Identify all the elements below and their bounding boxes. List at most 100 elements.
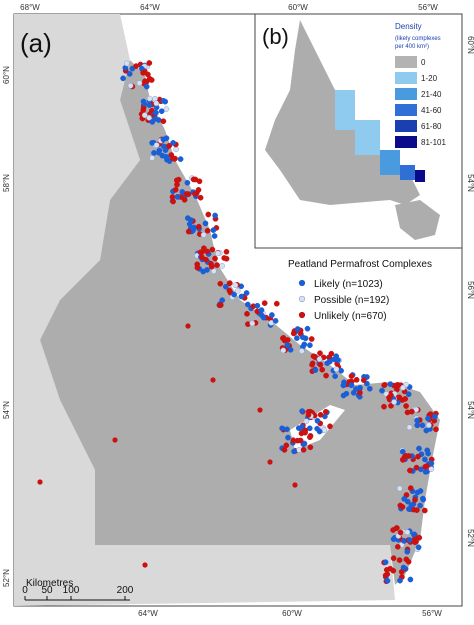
inset-right-coord: 60°N: [466, 36, 474, 54]
site-dot: [160, 143, 167, 150]
inset-density-cells: [335, 90, 425, 182]
left-coord: 52°N: [2, 569, 11, 587]
legend: Peatland Permafrost Complexes Likely (n=…: [288, 259, 432, 322]
panel-label: (b): [262, 24, 289, 49]
site-dot: [217, 302, 224, 308]
site-dot: [338, 367, 344, 374]
site-dot: [212, 212, 218, 219]
site-dot: [184, 179, 191, 186]
site-dot: [396, 394, 403, 401]
site-dot: [222, 283, 229, 290]
site-dot: [170, 140, 176, 146]
site-dot: [402, 396, 409, 402]
site-dot: [407, 467, 413, 474]
dot-layer: [37, 60, 439, 585]
site-dot: [194, 264, 201, 271]
legend-title: Peatland Permafrost Complexes: [288, 259, 432, 270]
labrador-land: [40, 60, 440, 585]
site-dot: [160, 136, 167, 143]
site-dot: [140, 107, 147, 113]
site-dot: [141, 112, 148, 119]
site-dot: [280, 335, 286, 342]
density-swatch: [395, 104, 417, 116]
site-dot: [390, 555, 397, 562]
site-dot: [199, 254, 205, 261]
site-dot: [314, 417, 321, 424]
site-dot: [155, 149, 162, 156]
site-dot: [232, 282, 239, 289]
site-dot: [219, 297, 226, 304]
top-coord: 64°W: [140, 3, 160, 12]
site-dot: [146, 95, 153, 102]
site-dot: [340, 382, 347, 389]
site-dot: [238, 293, 245, 300]
site-dot: [317, 361, 324, 368]
site-dot: [416, 534, 423, 541]
site-dot: [283, 442, 290, 449]
site-dot: [379, 387, 385, 394]
site-dot: [146, 102, 153, 109]
site-dot: [348, 373, 355, 379]
site-dot: [332, 373, 338, 380]
right-coord: 54°N: [466, 401, 474, 419]
coordinates: 68°W 64°W 60°W 56°W 64°W 60°W 56°W 60°N 58°N 54°N…: [2, 3, 474, 618]
site-dot: [308, 336, 315, 342]
top-coord: 56°W: [418, 3, 438, 12]
inset-right-coord: 54°N: [466, 174, 474, 192]
site-dot: [432, 413, 438, 420]
site-dot: [172, 186, 179, 193]
site-dot: [219, 263, 225, 269]
bottom-coord: 56°W: [422, 609, 442, 618]
density-legend: 0 1-20 21-40 41-60 61-80 81-101: [395, 56, 446, 148]
site-dot: [396, 557, 403, 563]
site-dot: [303, 418, 310, 425]
site-dot: [287, 346, 294, 353]
site-dot: [200, 231, 207, 238]
site-dot: [249, 320, 256, 327]
site-dot: [127, 82, 134, 89]
site-dot: [399, 448, 406, 455]
site-dot: [160, 118, 167, 125]
site-dot: [153, 100, 160, 107]
site-dot: [310, 353, 317, 360]
site-dot: [261, 300, 268, 306]
site-dot: [309, 360, 316, 367]
site-dot: [307, 434, 313, 441]
site-dot: [140, 69, 146, 76]
scale-title: Kilometres: [26, 578, 73, 589]
site-dot: [226, 280, 233, 286]
site-dot: [298, 348, 305, 354]
site-dot: [120, 75, 126, 82]
top-coord: 68°W: [20, 3, 40, 12]
bottom-coord: 60°W: [282, 609, 302, 618]
left-coord: 58°N: [2, 174, 11, 192]
site-dot: [307, 444, 314, 451]
site-dot: [197, 194, 204, 201]
site-dot: [185, 228, 192, 235]
site-dot: [414, 422, 421, 429]
site-dot: [428, 466, 435, 472]
density-subtitle: per 400 km²): [395, 44, 429, 50]
site-dot: [175, 176, 182, 183]
site-dot: [419, 422, 426, 429]
site-dot: [214, 262, 220, 268]
right-coord: 52°N: [466, 529, 474, 547]
site-dot: [301, 440, 308, 447]
site-dot: [136, 80, 143, 86]
site-dot: [327, 423, 333, 430]
site-dot: [305, 412, 312, 418]
site-dot: [142, 562, 148, 568]
site-dot: [37, 479, 43, 485]
density-class: 81-101: [421, 138, 446, 147]
site-dot: [123, 60, 130, 67]
site-dot: [202, 220, 209, 227]
site-dot: [204, 267, 210, 273]
legend-item: Unlikely (n=670): [314, 311, 387, 322]
site-dot: [312, 367, 319, 373]
site-dot: [211, 233, 218, 239]
site-dot: [416, 445, 422, 452]
legend-marker: [298, 311, 306, 319]
site-dot: [317, 350, 323, 357]
site-dot: [396, 485, 403, 492]
site-dot: [143, 83, 150, 90]
